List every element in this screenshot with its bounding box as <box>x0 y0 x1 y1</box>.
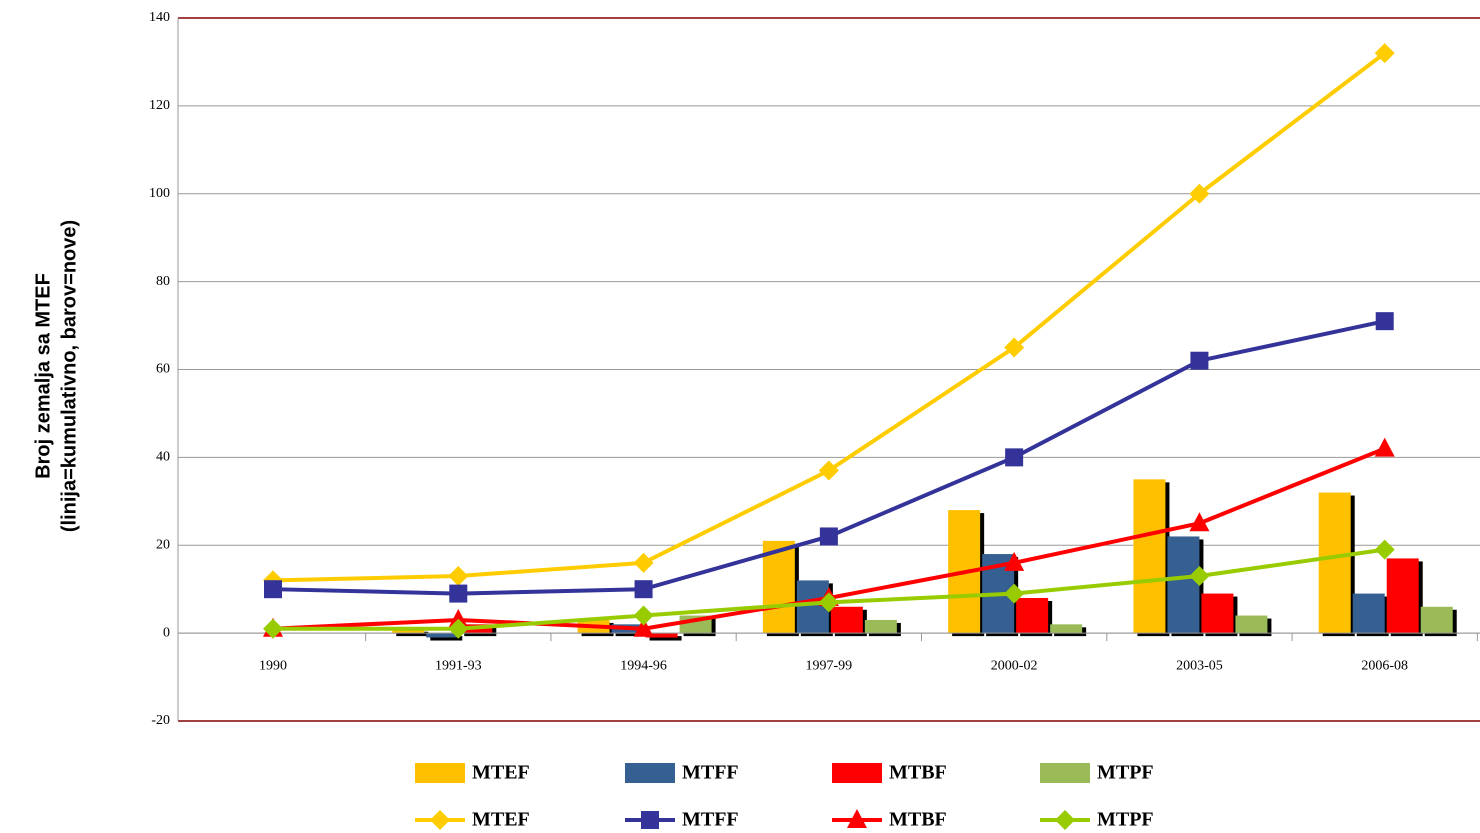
legend-marker <box>641 811 659 829</box>
bar-shadow <box>649 636 682 641</box>
legend-label: MTFF <box>682 809 739 831</box>
line-marker <box>1190 351 1209 370</box>
line-marker <box>1189 183 1210 204</box>
bar <box>1167 536 1200 634</box>
y-tick-label: 40 <box>156 450 170 465</box>
bar <box>830 606 863 634</box>
legend-label: MTEF <box>472 762 530 784</box>
line-marker <box>1004 583 1025 604</box>
line-marker <box>633 617 654 637</box>
bar-shadow <box>396 631 429 637</box>
bar <box>645 633 678 638</box>
bar <box>1352 593 1385 634</box>
line-marker <box>448 566 469 587</box>
line-marker <box>633 552 654 573</box>
bar <box>426 633 459 638</box>
x-tick-label: 1990 <box>259 658 287 673</box>
x-tick-label: 1994-96 <box>620 658 667 673</box>
y-tick-label: -20 <box>151 713 170 728</box>
line-marker <box>1189 512 1210 532</box>
legend-swatch <box>415 763 465 783</box>
line-marker <box>1004 337 1025 358</box>
bar <box>392 628 425 634</box>
legend-label: MTPF <box>1097 762 1154 784</box>
line-marker <box>1189 566 1210 587</box>
y-axis-label: Broj zemalja sa MTEF <box>32 273 54 479</box>
y-tick-label: 20 <box>156 537 170 552</box>
line-marker <box>633 605 654 626</box>
line-marker <box>1374 43 1395 64</box>
x-tick-label: 1991-93 <box>435 658 482 673</box>
legend-swatch <box>832 763 882 783</box>
y-tick-label: 100 <box>149 186 170 201</box>
line-marker <box>818 592 839 613</box>
line-marker <box>448 618 469 639</box>
bar <box>1050 624 1083 634</box>
bar <box>762 540 795 634</box>
line-marker <box>1374 437 1395 457</box>
bar <box>1318 492 1351 634</box>
y-axis-label: (linija=kumulativno, barov=nove) <box>58 220 80 532</box>
x-tick-label: 2000-02 <box>991 658 1038 673</box>
legend-label: MTFF <box>682 762 739 784</box>
line-marker <box>264 580 282 599</box>
legend-label: MTEF <box>472 809 530 831</box>
line-marker <box>1374 539 1395 560</box>
legend-marker <box>430 810 450 830</box>
y-tick-label: 60 <box>156 362 170 377</box>
legend-label: MTBF <box>889 809 947 831</box>
legend-marker <box>1055 810 1075 830</box>
bar <box>864 619 897 634</box>
legend-swatch <box>1040 763 1090 783</box>
x-tick-label: 2006-08 <box>1361 658 1408 673</box>
line-marker <box>1375 312 1394 331</box>
line-marker <box>1005 448 1024 467</box>
y-tick-label: 0 <box>163 625 170 640</box>
x-tick-label: 1997-99 <box>806 658 853 673</box>
y-tick-label: 120 <box>149 98 170 113</box>
line-marker <box>448 608 469 628</box>
bar-shadow <box>430 636 463 641</box>
line-marker <box>819 527 838 546</box>
line-marker <box>1004 551 1025 571</box>
legend-marker <box>847 809 867 828</box>
bar <box>1235 615 1268 634</box>
bar <box>1386 558 1419 634</box>
line-marker <box>263 618 283 639</box>
line <box>272 51 1386 583</box>
line-marker <box>818 460 839 481</box>
line-marker <box>449 584 468 603</box>
legend-label: MTBF <box>889 762 947 784</box>
bar <box>1201 593 1234 634</box>
bar <box>1420 606 1453 634</box>
y-tick-label: 140 <box>149 10 170 25</box>
legend-swatch <box>625 763 675 783</box>
x-tick-label: 2003-05 <box>1176 658 1223 673</box>
y-tick-label: 80 <box>156 274 170 289</box>
line-marker <box>634 580 653 599</box>
bar <box>1133 479 1166 634</box>
bar <box>1016 597 1049 634</box>
legend-label: MTPF <box>1097 809 1154 831</box>
